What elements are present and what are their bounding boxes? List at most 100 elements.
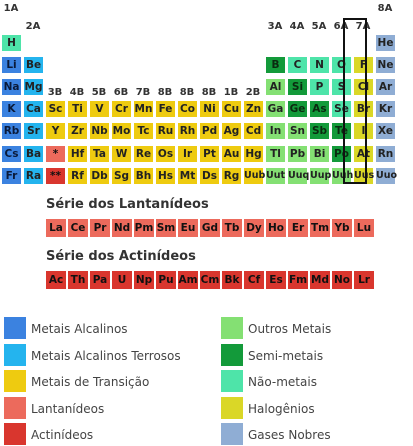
element-F: F	[353, 56, 374, 75]
lanthanide-Ho: Ho	[265, 218, 287, 238]
element-Sn: Sn	[287, 122, 308, 141]
element-Sr: Sr	[23, 122, 44, 141]
group-label: 1B	[223, 87, 239, 99]
actinide-Bk: Bk	[221, 270, 243, 290]
element-Ta: Ta	[89, 144, 110, 163]
legend-label: Actinídeos	[31, 428, 94, 443]
lanthanide-Sm: Sm	[155, 218, 177, 238]
legend-label: Outros Metais	[248, 322, 332, 336]
element-Ca: Ca	[23, 100, 44, 119]
legend-swatch	[221, 343, 243, 366]
group-label: 4B	[69, 87, 85, 99]
legend-label: Semi-metais	[248, 348, 324, 363]
legend-label: Lantanídeos	[31, 401, 105, 416]
element-He: He	[375, 34, 396, 52]
element-Sg: Sg	[111, 166, 132, 185]
element-Be: Be	[23, 56, 44, 75]
legend-swatch	[4, 396, 26, 419]
element-Pb: Pb	[287, 144, 308, 163]
element-Mg: Mg	[23, 78, 44, 97]
group-label: 8B	[179, 87, 195, 99]
lanthanide-Tb: Tb	[221, 218, 243, 238]
element-Hs: Hs	[155, 166, 176, 185]
group-label: 6B	[113, 87, 129, 99]
element-Tc: Tc	[133, 122, 154, 141]
legend-label: Metais Alcalinos Terrosos	[31, 348, 181, 363]
element-N: N	[309, 56, 330, 75]
element-S: S	[331, 78, 352, 97]
element-Si: Si	[287, 78, 308, 97]
group-6a-highlight	[343, 18, 367, 184]
element-Co: Co	[177, 100, 198, 119]
group-label: 8A	[377, 3, 393, 14]
legend-label: Gases Nobres	[248, 428, 331, 443]
element-H: H	[1, 34, 22, 52]
lanthanide-Tm: Tm	[309, 218, 331, 238]
element-V: V	[89, 100, 110, 119]
element-Xe: Xe	[375, 122, 396, 141]
element-Ra: Ra	[23, 166, 44, 185]
element-Al: Al	[265, 78, 286, 97]
element-Ag: Ag	[221, 122, 242, 141]
legend-label: Metais Alcalinos	[31, 322, 128, 336]
element-Ge: Ge	[287, 100, 308, 119]
legend-swatch	[221, 370, 243, 393]
element-Fe: Fe	[155, 100, 176, 119]
element-As: As	[309, 100, 330, 119]
legend-swatch	[221, 317, 243, 339]
actinide-Ac: Ac	[45, 270, 67, 290]
lanthanide-Yb: Yb	[331, 218, 353, 238]
lanthanide-Eu: Eu	[177, 218, 199, 238]
group-label: 5B	[91, 87, 107, 99]
element-Rf: Rf	[67, 166, 88, 185]
element-Mo: Mo	[111, 122, 132, 141]
legend-swatch	[221, 396, 243, 419]
element-Re: Re	[133, 144, 154, 163]
actinide-U: U	[111, 270, 133, 290]
element-Rg: Rg	[221, 166, 242, 185]
element-Li: Li	[1, 56, 22, 75]
element-Ar: Ar	[375, 78, 396, 97]
group-label: 2A	[25, 21, 41, 32]
legend-label: Não-metais	[248, 375, 317, 390]
element-Zr: Zr	[67, 122, 88, 141]
element-P: P	[309, 78, 330, 97]
group-label: 4A	[289, 21, 305, 32]
element-At: At	[353, 144, 374, 163]
lanthanide-series-title: Série dos Lantanídeos	[46, 197, 209, 212]
actinide-No: No	[331, 270, 353, 290]
group-label: 5A	[311, 21, 327, 32]
element-B: B	[265, 56, 286, 75]
element-Na: Na	[1, 78, 22, 97]
lanthanide-Ce: Ce	[67, 218, 89, 238]
lanthanide-Lu: Lu	[353, 218, 375, 238]
element-star: *	[45, 144, 66, 163]
element-Cu: Cu	[221, 100, 242, 119]
lanthanide-Pm: Pm	[133, 218, 155, 238]
element-Bh: Bh	[133, 166, 154, 185]
element-Rb: Rb	[1, 122, 22, 141]
lanthanide-Gd: Gd	[199, 218, 221, 238]
element-Kr: Kr	[375, 100, 396, 119]
lanthanide-Er: Er	[287, 218, 309, 238]
element-Cd: Cd	[243, 122, 264, 141]
actinide-Am: Am	[177, 270, 199, 290]
element-Ti: Ti	[67, 100, 88, 119]
actinide-Pu: Pu	[155, 270, 177, 290]
lanthanide-Dy: Dy	[243, 218, 265, 238]
lanthanide-Pr: Pr	[89, 218, 111, 238]
element-Fr: Fr	[1, 166, 22, 185]
actinide-Es: Es	[265, 270, 287, 290]
element-K: K	[1, 100, 22, 119]
element-C: C	[287, 56, 308, 75]
legend-swatch	[4, 343, 26, 366]
element-starstar: **	[45, 166, 66, 185]
element-Hg: Hg	[243, 144, 264, 163]
element-Uub: Uub	[243, 166, 265, 185]
element-Tl: Tl	[265, 144, 286, 163]
legend-swatch	[4, 423, 26, 446]
group-label: 8B	[157, 87, 173, 99]
actinide-series-title: Série dos Actinídeos	[46, 249, 196, 264]
element-Uup: Uup	[309, 166, 331, 185]
element-Mt: Mt	[177, 166, 198, 185]
